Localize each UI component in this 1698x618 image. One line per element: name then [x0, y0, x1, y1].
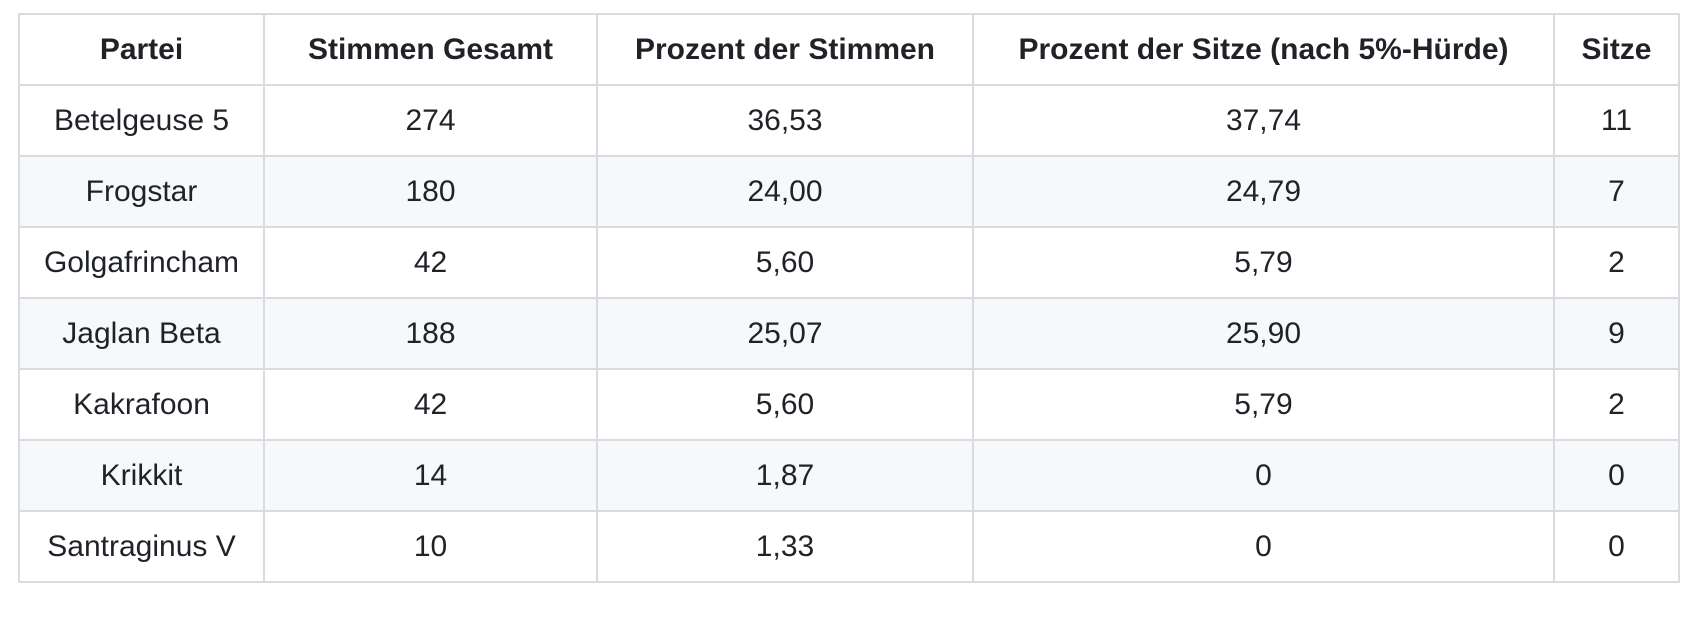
cell-seats-percent: 5,79 — [971, 368, 1555, 441]
cell-votes-total: 42 — [263, 226, 598, 299]
cell-party: Betelgeuse 5 — [17, 84, 266, 157]
column-header-stimmen-gesamt: Stimmen Gesamt — [263, 13, 598, 86]
results-table: Partei Stimmen Gesamt Prozent der Stimme… — [17, 13, 1681, 583]
header-row: Partei Stimmen Gesamt Prozent der Stimme… — [17, 13, 1681, 86]
cell-votes-percent: 1,87 — [596, 439, 974, 512]
cell-votes-total: 188 — [263, 297, 598, 370]
cell-seats: 0 — [1552, 439, 1681, 512]
table-row-santraginus-v: Santraginus V 10 1,33 0 0 — [17, 510, 1681, 583]
cell-seats-percent: 24,79 — [971, 155, 1555, 228]
table-body: Betelgeuse 5 274 36,53 37,74 11 Frogstar… — [17, 84, 1681, 583]
cell-seats-percent: 0 — [971, 510, 1555, 583]
cell-seats-percent: 37,74 — [971, 84, 1555, 157]
cell-votes-total: 42 — [263, 368, 598, 441]
column-header-prozent-der-sitze: Prozent der Sitze (nach 5%-Hürde) — [971, 13, 1555, 86]
cell-votes-percent: 5,60 — [596, 368, 974, 441]
table-row-betelgeuse-5: Betelgeuse 5 274 36,53 37,74 11 — [17, 84, 1681, 157]
cell-party: Golgafrincham — [17, 226, 266, 299]
cell-votes-total: 14 — [263, 439, 598, 512]
table-row-krikkit: Krikkit 14 1,87 0 0 — [17, 439, 1681, 512]
column-header-prozent-der-stimmen: Prozent der Stimmen — [596, 13, 974, 86]
table-row-frogstar: Frogstar 180 24,00 24,79 7 — [17, 155, 1681, 228]
cell-party: Krikkit — [17, 439, 266, 512]
cell-seats: 0 — [1552, 510, 1681, 583]
cell-party: Jaglan Beta — [17, 297, 266, 370]
cell-seats: 11 — [1552, 84, 1681, 157]
table-row-kakrafoon: Kakrafoon 42 5,60 5,79 2 — [17, 368, 1681, 441]
cell-seats-percent: 5,79 — [971, 226, 1555, 299]
cell-seats: 7 — [1552, 155, 1681, 228]
cell-votes-percent: 36,53 — [596, 84, 974, 157]
cell-votes-percent: 25,07 — [596, 297, 974, 370]
cell-party: Santraginus V — [17, 510, 266, 583]
cell-votes-percent: 1,33 — [596, 510, 974, 583]
cell-seats: 2 — [1552, 368, 1681, 441]
column-header-sitze: Sitze — [1552, 13, 1681, 86]
cell-seats-percent: 25,90 — [971, 297, 1555, 370]
cell-votes-total: 180 — [263, 155, 598, 228]
cell-seats: 9 — [1552, 297, 1681, 370]
table-row-jaglan-beta: Jaglan Beta 188 25,07 25,90 9 — [17, 297, 1681, 370]
column-header-partei: Partei — [17, 13, 266, 86]
cell-votes-total: 274 — [263, 84, 598, 157]
cell-votes-percent: 24,00 — [596, 155, 974, 228]
cell-party: Frogstar — [17, 155, 266, 228]
cell-votes-total: 10 — [263, 510, 598, 583]
table-row-golgafrincham: Golgafrincham 42 5,60 5,79 2 — [17, 226, 1681, 299]
cell-votes-percent: 5,60 — [596, 226, 974, 299]
cell-seats: 2 — [1552, 226, 1681, 299]
cell-seats-percent: 0 — [971, 439, 1555, 512]
cell-party: Kakrafoon — [17, 368, 266, 441]
table-header: Partei Stimmen Gesamt Prozent der Stimme… — [17, 13, 1681, 86]
